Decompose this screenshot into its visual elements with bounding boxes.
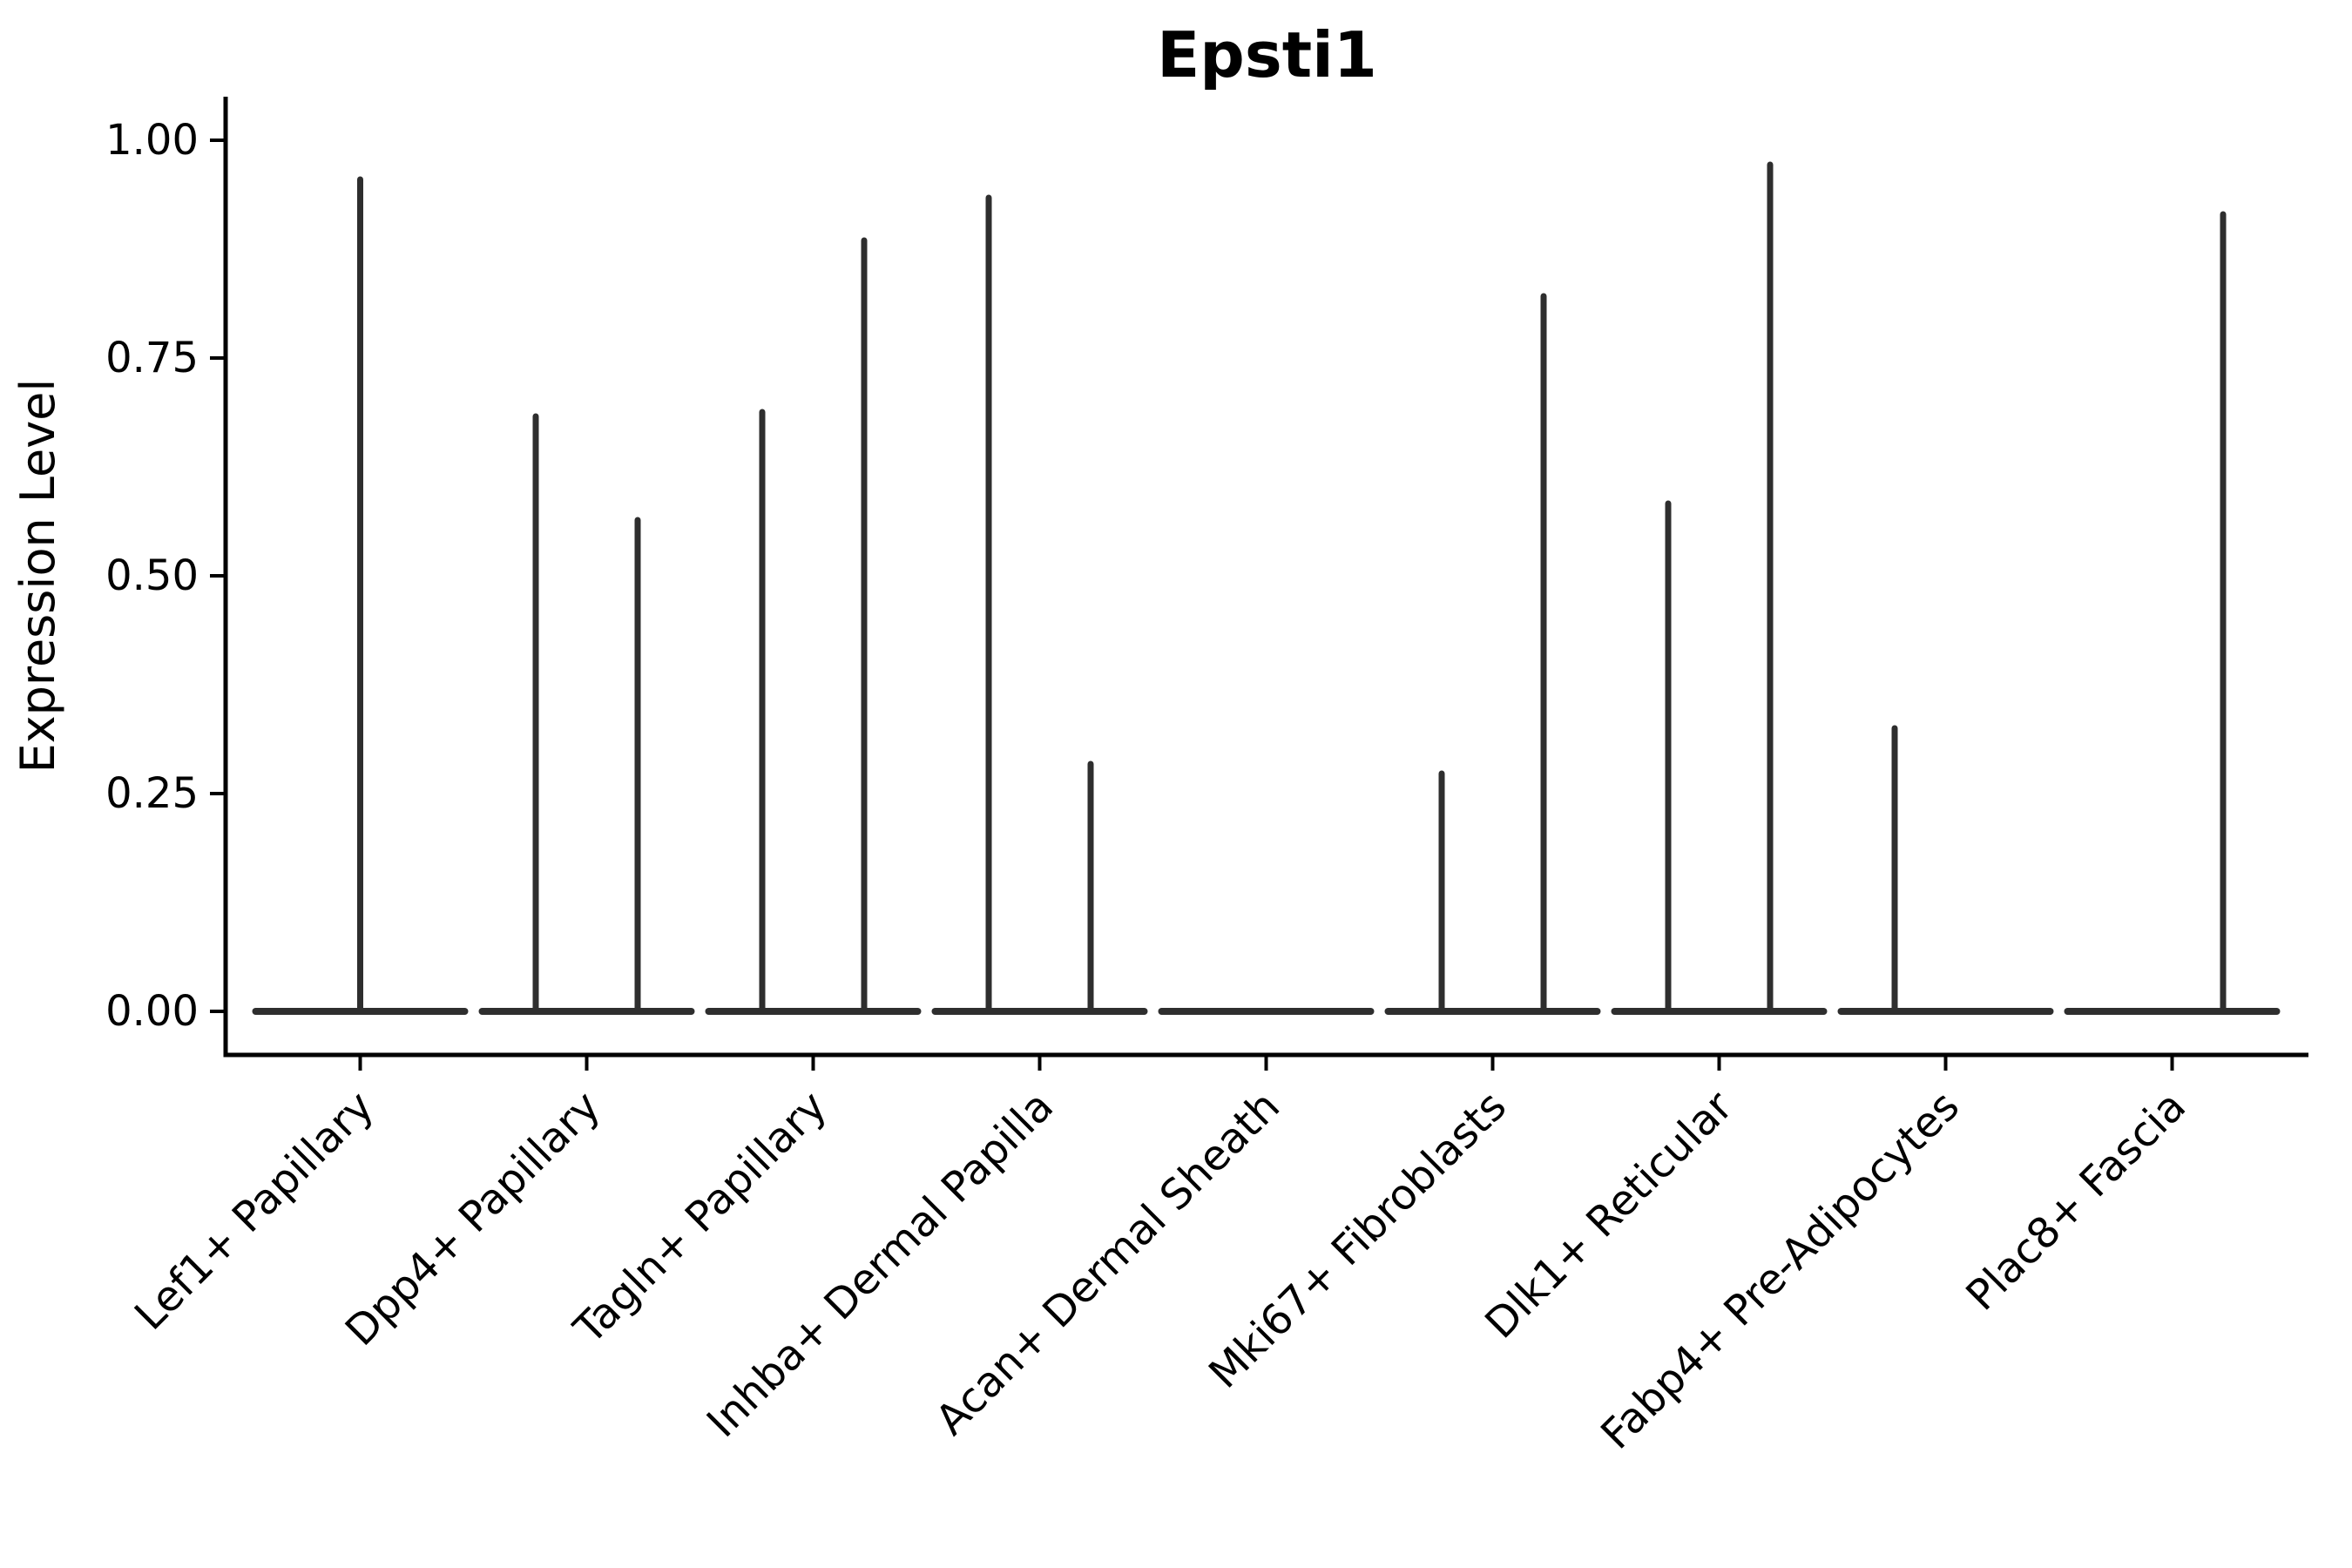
y-tick-label: 0.25 [105,769,199,818]
y-axis-label: Expression Level [10,379,65,774]
y-tick-label: 0.50 [105,551,199,600]
y-tick-label: 1.00 [105,116,199,165]
y-tick-label: 0.00 [105,987,199,1036]
y-tick-label: 0.75 [105,334,199,382]
chart-title: Epsti1 [1157,18,1377,91]
